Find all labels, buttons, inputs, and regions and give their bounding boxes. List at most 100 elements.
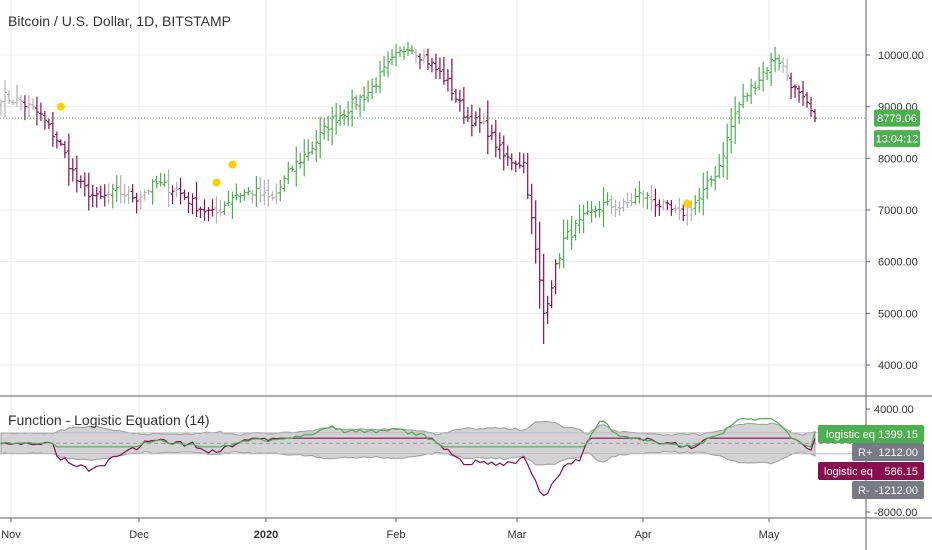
price-bar <box>533 200 538 264</box>
price-bar <box>605 192 610 206</box>
price-bar <box>585 200 590 216</box>
price-bar <box>469 104 474 137</box>
price-bar <box>797 85 802 103</box>
price-bar <box>362 86 367 112</box>
price-bar <box>681 204 686 222</box>
price-bar <box>258 177 263 203</box>
price-bar <box>777 54 782 71</box>
price-bar <box>489 124 494 141</box>
signal-markers <box>56 102 692 208</box>
price-bar <box>2 79 7 117</box>
price-bar <box>314 129 319 163</box>
indicator-value-labels: logistic eq 1399.15 R+ 1212.00 logistic … <box>818 425 924 499</box>
price-bar <box>545 295 550 325</box>
price-bar <box>745 92 750 102</box>
price-bar <box>665 200 670 211</box>
price-bar <box>222 201 227 216</box>
price-bar <box>402 46 407 60</box>
price-bar <box>386 51 391 78</box>
price-bar <box>505 145 510 167</box>
price-bar <box>693 195 698 215</box>
price-bar <box>561 219 566 269</box>
price-axis[interactable]: 4000.005000.006000.007000.008000.009000.… <box>866 50 924 372</box>
rplus-name: R+ <box>858 447 872 459</box>
price-bar <box>485 100 490 155</box>
price-bar <box>677 197 682 220</box>
price-bar <box>326 115 331 142</box>
price-bar <box>158 172 163 187</box>
price-bar <box>66 133 71 186</box>
price-bar <box>298 152 303 169</box>
price-bar <box>106 183 111 204</box>
price-bar <box>773 46 778 72</box>
price-bar <box>226 190 231 207</box>
price-bar <box>565 219 570 240</box>
price-tick-label: 6000.00 <box>878 257 918 269</box>
price-tick-label: 7000.00 <box>878 205 918 217</box>
price-bar <box>30 98 35 110</box>
price-bar <box>457 89 462 112</box>
price-bar <box>378 60 383 94</box>
price-bar <box>537 221 542 309</box>
price-bar <box>437 57 442 79</box>
signal-marker-0 <box>56 102 65 111</box>
price-bar <box>577 204 582 234</box>
price-bar <box>330 106 335 146</box>
price-bar <box>597 201 602 218</box>
price-bar <box>689 199 694 222</box>
price-bar <box>294 146 299 187</box>
price-bar <box>729 108 734 154</box>
price-bar <box>358 94 363 117</box>
price-bar <box>513 160 518 173</box>
price-bar <box>374 77 379 94</box>
price-bar <box>202 199 207 221</box>
price-bar <box>122 183 127 204</box>
price-bar <box>130 184 135 203</box>
price-bar <box>262 179 267 206</box>
indicator-tick-label: -8000.00 <box>874 507 917 519</box>
price-bar <box>126 186 131 204</box>
time-axis[interactable]: Nov Dec 2020 Feb Mar Apr May <box>1 518 780 541</box>
price-bar <box>409 44 414 55</box>
price-bar <box>765 67 770 81</box>
price-bar <box>190 193 195 215</box>
price-bar <box>162 173 167 187</box>
green-series-name: logistic eq <box>826 429 875 441</box>
indicator-title: Function - Logistic Equation (14) <box>8 412 210 428</box>
price-bar <box>609 195 614 215</box>
price-bar <box>34 96 39 126</box>
maroon-logistic-line <box>0 437 816 497</box>
price-bar <box>18 95 23 111</box>
indicator-axis[interactable]: 4000.00 -8000.00 <box>866 404 917 519</box>
price-bar <box>198 206 203 219</box>
price-bar <box>625 192 630 209</box>
price-bar <box>322 117 327 140</box>
countdown-value: 13:04:12 <box>876 134 919 146</box>
price-bar <box>230 191 235 219</box>
price-tick-label: 10000.00 <box>878 50 924 62</box>
price-bar <box>509 153 514 171</box>
price-bar <box>573 220 578 241</box>
price-bar <box>254 175 259 207</box>
price-bar <box>182 189 187 201</box>
price-bar <box>70 158 75 182</box>
countdown-label: 13:04:12 <box>874 130 920 148</box>
price-bar <box>737 101 742 124</box>
price-bar <box>138 190 143 210</box>
signal-marker-3 <box>683 199 692 208</box>
price-bar <box>78 175 83 189</box>
price-bar <box>697 188 702 213</box>
price-bar <box>0 99 3 116</box>
price-bar <box>641 190 646 208</box>
maroon-series-value: 586.15 <box>884 466 918 478</box>
price-bar <box>250 190 255 204</box>
price-bar <box>142 189 147 201</box>
price-bar <box>705 171 710 200</box>
price-bar <box>218 200 223 217</box>
price-tick-label: 4000.00 <box>878 360 918 372</box>
indicator-tick-label: 4000.00 <box>874 404 914 416</box>
price-bar <box>601 187 606 228</box>
price-bar <box>278 179 283 202</box>
price-bar <box>62 141 67 159</box>
